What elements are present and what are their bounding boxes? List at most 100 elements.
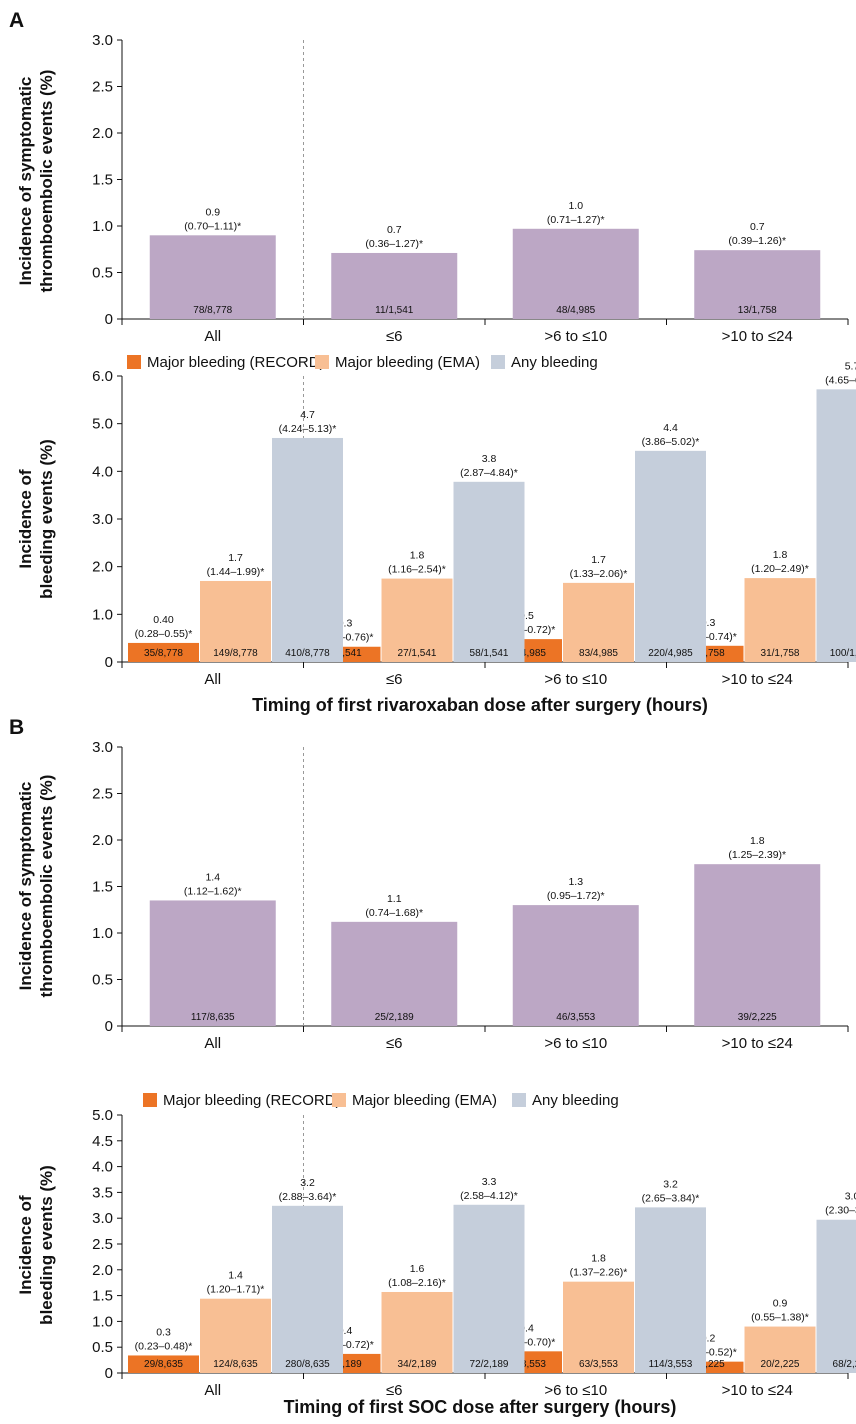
panel-b-letter: B (9, 716, 24, 739)
bar-value-label: 5.7 (845, 360, 856, 372)
y-tick-label: 2.0 (92, 1262, 113, 1279)
y-tick-label: 0 (105, 654, 113, 671)
bar-count-label: 46/3,553 (556, 1012, 595, 1023)
legend-swatch (127, 355, 141, 369)
bar (128, 1355, 199, 1373)
bar (635, 1207, 706, 1373)
legend-label: Major bleeding (RECORD) (147, 354, 325, 371)
bar-count-label: 35/8,778 (144, 648, 183, 659)
y-axis-label: Incidence of bleeding events (%) (16, 1165, 56, 1325)
bar-count-label: 39/2,225 (738, 1012, 777, 1023)
y-tick-label: 0.5 (92, 265, 113, 282)
bar-count-label: 78/8,778 (193, 305, 232, 316)
bar-count-label: 29/8,635 (144, 1359, 183, 1370)
bar-count-label: 15/3,553 (507, 1359, 546, 1370)
bar (694, 864, 821, 1026)
bar (744, 578, 816, 662)
bar-count-label: 27/1,541 (398, 648, 437, 659)
bar-ci-label: (1.16–2.54)* (388, 564, 446, 576)
x-tick-label: >10 to ≤24 (722, 328, 793, 345)
bar (512, 228, 639, 319)
x-tick-label: All (204, 671, 221, 688)
y-tick-label: 5.0 (92, 1107, 113, 1124)
bar-value-label: 1.7 (228, 552, 243, 564)
bar (331, 252, 458, 319)
bar (149, 900, 276, 1026)
bar-count-label: 11/1,541 (375, 305, 414, 316)
bar (453, 481, 525, 662)
legend-swatch (491, 355, 505, 369)
y-axis-label: Incidence of bleeding events (%) (16, 439, 56, 599)
bar-value-label: 4.4 (663, 422, 678, 434)
bar-value-label: 1.7 (591, 554, 606, 566)
bar-value-label: 1.8 (410, 550, 425, 562)
y-tick-label: 4.0 (92, 463, 113, 480)
y-tick-label: 2.5 (92, 79, 113, 96)
bar (272, 437, 343, 662)
bar-ci-label: (2.87–4.84)* (460, 467, 518, 479)
legend-label: Major bleeding (RECORD) (163, 1092, 341, 1109)
bar (381, 578, 453, 662)
bar-ci-label: (4.24–5.13)* (279, 423, 337, 435)
bar (149, 235, 276, 319)
y-tick-label: 1.0 (92, 925, 113, 942)
y-tick-label: 3.0 (92, 739, 113, 756)
bar-ci-label: (0.71–1.27)* (547, 214, 605, 226)
bar-ci-label: (4.65–6.88) (825, 374, 856, 386)
bar-ci-label: (2.30–3.76) (825, 1205, 856, 1217)
bar-value-label: 3.3 (482, 1176, 497, 1188)
bar-value-label: 1.8 (750, 835, 765, 847)
y-tick-label: 2.0 (92, 832, 113, 849)
x-tick-label: >6 to ≤10 (544, 1035, 607, 1052)
bar-value-label: 1.3 (568, 876, 583, 888)
legend-swatch (332, 1093, 346, 1107)
bar-ci-label: (1.20–2.49)* (751, 563, 809, 575)
bar-count-label: 6/1,758 (691, 648, 725, 659)
bar-value-label: 0.3 (156, 1326, 171, 1338)
y-tick-label: 2.0 (92, 559, 113, 576)
bar-value-label: 1.8 (773, 549, 788, 561)
y-tick-label: 1.0 (92, 1313, 113, 1330)
bar-value-label: 1.6 (410, 1263, 425, 1275)
bar (128, 642, 199, 662)
y-tick-label: 0.5 (92, 972, 113, 989)
legend-swatch (512, 1093, 526, 1107)
bar-ci-label: (3.86–5.02)* (642, 436, 700, 448)
y-tick-label: 2.5 (92, 1236, 113, 1253)
bar-ci-label: (0.70–1.11)* (184, 220, 241, 232)
bar-value-label: 4.7 (300, 409, 315, 421)
bar-count-label: 5/1,541 (328, 648, 362, 659)
bar-count-label: 149/8,778 (213, 648, 258, 659)
y-tick-label: 0 (105, 1365, 113, 1382)
bar-ci-label: (0.74–1.68)* (365, 907, 423, 919)
x-tick-label: ≤6 (386, 1382, 403, 1399)
bar (635, 450, 706, 662)
bar-count-label: 68/2,225 (833, 1359, 856, 1370)
x-tick-label: All (204, 328, 221, 345)
legend-label: Any bleeding (532, 1092, 619, 1109)
bar-value-label: 0.40 (153, 614, 174, 626)
bar (816, 1219, 856, 1373)
legend-label: Any bleeding (511, 354, 598, 371)
panel-a-xaxis-title: Timing of first rivaroxaban dose after s… (252, 695, 708, 715)
bar-value-label: 1.8 (591, 1253, 606, 1265)
bar-value-label: 1.0 (568, 200, 583, 212)
bar-ci-label: (0.36–1.27)* (365, 238, 423, 250)
bar (744, 1326, 816, 1373)
bar-ci-label: (0.95–1.72)* (547, 890, 605, 902)
y-axis-label: Incidence of symptomatic thromboembolic e… (16, 70, 56, 293)
y-tick-label: 5.0 (92, 416, 113, 433)
bar-count-label: 63/3,553 (579, 1359, 618, 1370)
y-tick-label: 4.5 (92, 1133, 113, 1150)
bar-value-label: 1.1 (387, 893, 402, 905)
panel-b-xaxis-title: Timing of first SOC dose after surgery (… (284, 1397, 677, 1417)
y-axis-label: Incidence of symptomatic thromboembolic e… (16, 775, 56, 998)
x-tick-label: >10 to ≤24 (722, 1035, 793, 1052)
y-tick-label: 1.0 (92, 218, 113, 235)
bar-count-label: 72/2,189 (470, 1359, 509, 1370)
x-tick-label: ≤6 (386, 671, 403, 688)
bar-value-label: 0.9 (205, 206, 220, 218)
bar-count-label: 8/2,189 (328, 1359, 362, 1370)
bar-ci-label: (1.20–1.71)* (207, 1284, 265, 1296)
